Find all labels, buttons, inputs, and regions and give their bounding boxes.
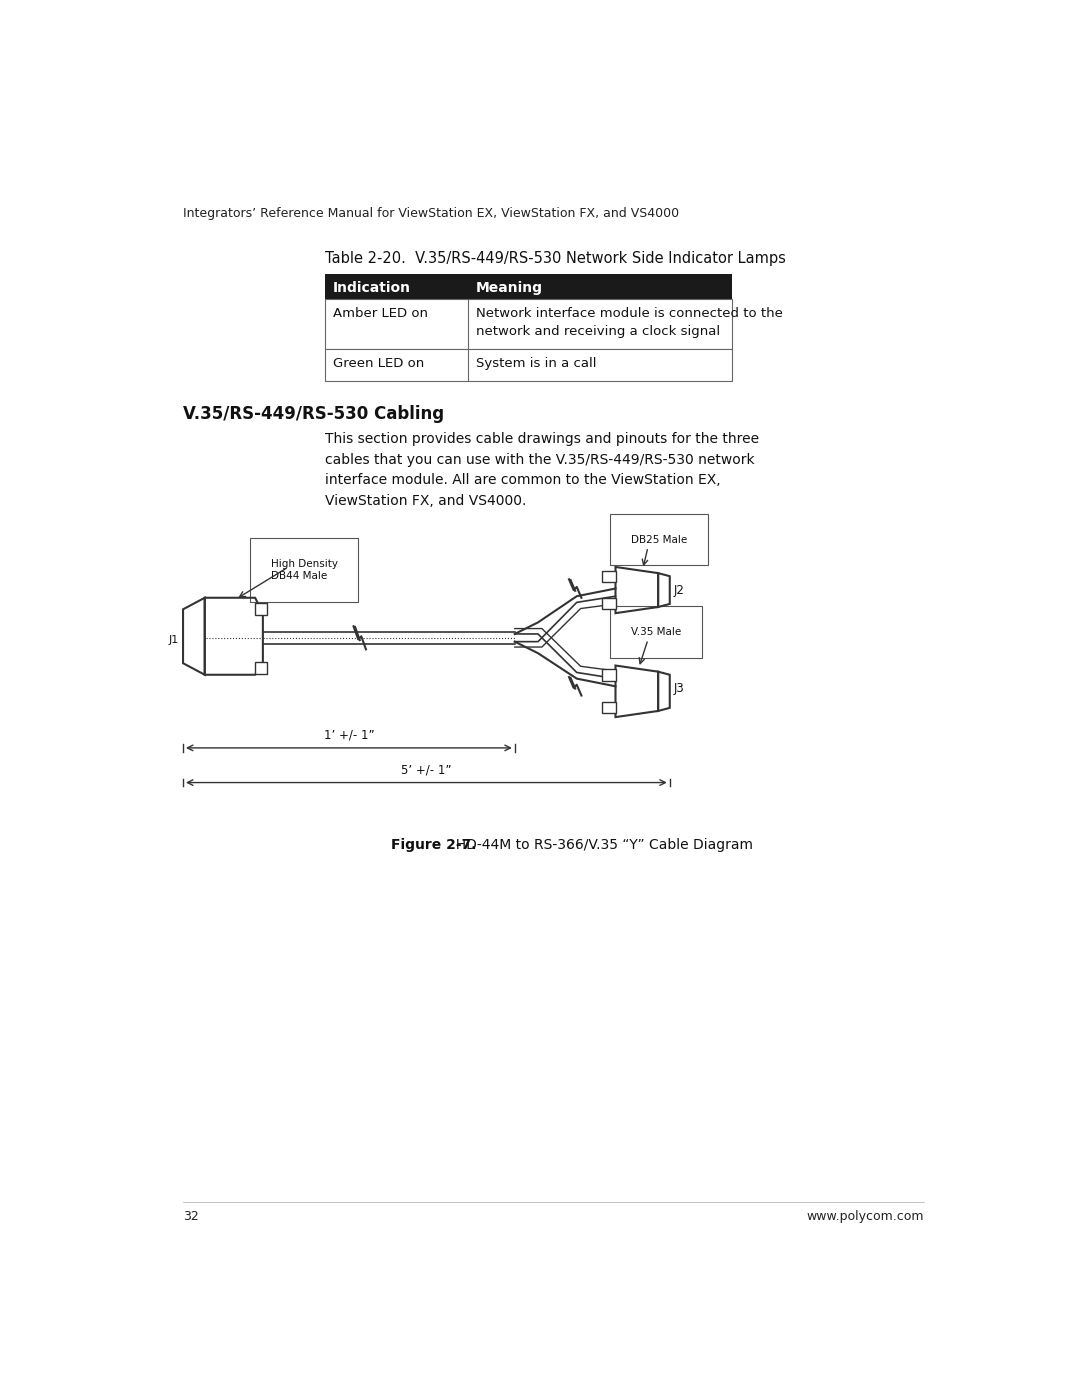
Bar bbox=[255, 604, 267, 615]
Text: Network interface module is connected to the
network and receiving a clock signa: Network interface module is connected to… bbox=[476, 307, 783, 337]
Text: High Density
DB44 Male: High Density DB44 Male bbox=[271, 559, 338, 580]
Text: Meaning: Meaning bbox=[476, 280, 543, 294]
Text: www.polycom.com: www.polycom.com bbox=[807, 1210, 924, 1223]
Text: Table 2-20.  V.35/RS-449/RS-530 Network Side Indicator Lamps: Table 2-20. V.35/RS-449/RS-530 Network S… bbox=[325, 251, 786, 266]
Bar bbox=[602, 570, 616, 583]
Text: System is in a call: System is in a call bbox=[476, 357, 596, 369]
Bar bbox=[602, 598, 616, 609]
Text: Figure 2-7.: Figure 2-7. bbox=[391, 838, 476, 852]
Text: J3: J3 bbox=[674, 682, 685, 695]
FancyBboxPatch shape bbox=[325, 298, 732, 348]
Text: HD-44M to RS-366/V.35 “Y” Cable Diagram: HD-44M to RS-366/V.35 “Y” Cable Diagram bbox=[446, 838, 753, 852]
Bar bbox=[602, 702, 616, 713]
Bar bbox=[255, 662, 267, 675]
Text: J1: J1 bbox=[168, 636, 179, 645]
Bar bbox=[602, 669, 616, 682]
Text: Indication: Indication bbox=[333, 280, 410, 294]
Text: Integrators’ Reference Manual for ViewStation EX, ViewStation FX, and VS4000: Integrators’ Reference Manual for ViewSt… bbox=[183, 207, 679, 219]
Text: This section provides cable drawings and pinouts for the three
cables that you c: This section provides cable drawings and… bbox=[325, 432, 759, 508]
Text: J2: J2 bbox=[674, 583, 685, 597]
Text: Amber LED on: Amber LED on bbox=[333, 307, 428, 319]
Text: 32: 32 bbox=[183, 1210, 199, 1223]
Text: 1’ +/- 1”: 1’ +/- 1” bbox=[324, 729, 374, 741]
FancyBboxPatch shape bbox=[325, 348, 732, 382]
Text: V.35 Male: V.35 Male bbox=[631, 627, 681, 637]
FancyBboxPatch shape bbox=[325, 275, 732, 298]
Text: 5’ +/- 1”: 5’ +/- 1” bbox=[401, 763, 451, 776]
Text: DB25 Male: DB25 Male bbox=[631, 534, 687, 544]
Text: V.35/RS-449/RS-530 Cabling: V.35/RS-449/RS-530 Cabling bbox=[183, 405, 444, 423]
Text: Green LED on: Green LED on bbox=[333, 357, 423, 369]
